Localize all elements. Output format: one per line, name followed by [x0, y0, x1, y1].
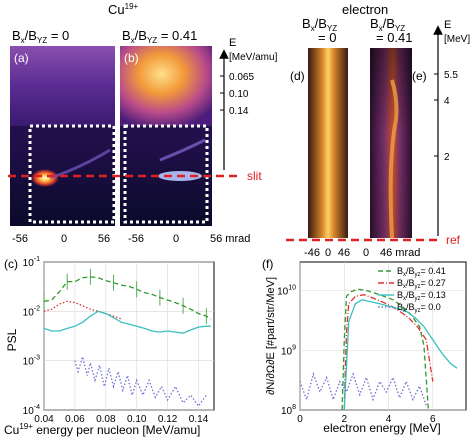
el-energy-tick-label: 2	[444, 152, 450, 163]
el-energy-tick-label: 5.5	[444, 70, 458, 81]
panel-a-ion-spot	[31, 169, 59, 187]
panel-b-trace	[159, 138, 206, 162]
panel-a-trace	[49, 148, 111, 180]
ratio-label-b: Bx/BYZ = 0.41	[122, 28, 197, 45]
cu-energy-tick-label: 0.14	[229, 106, 249, 117]
mrad-tick-b: 56 mrad	[210, 233, 250, 245]
series-line	[341, 288, 430, 411]
chart-f-xlabel: electron energy [MeV]	[323, 421, 440, 435]
mrad-tick-b: -56	[128, 233, 144, 245]
x-tick-label: 0.10	[127, 414, 147, 425]
legend-entry: Bx/Byz= 0.41	[397, 266, 446, 278]
chart-f-ylabel: ∂N/∂Ω∂E [#part/str/MeV]	[265, 277, 277, 395]
chart-f: (f) 0 2 4 6 1010 109 108 ∂N/∂Ω∂E [#part/str/Me…	[262, 257, 467, 435]
panel-label-c: (c)	[4, 257, 18, 271]
ratio-label-e-value: = 0.41	[376, 30, 413, 45]
ratio-label-d: Bx/BYZ	[302, 16, 337, 33]
y-tick-label: 1010	[277, 285, 296, 298]
series-line	[343, 294, 434, 411]
y-tick-label: 109	[281, 344, 296, 357]
series-line	[343, 299, 458, 411]
x-tick-label: 0.08	[96, 414, 116, 425]
chart-c-ylabel: PSL	[5, 328, 19, 351]
el-mrad-tick: 46	[338, 247, 350, 259]
y-tick-label: 10-1	[23, 256, 40, 269]
mrad-tick-b: 0	[173, 233, 179, 245]
ratio-label-a: Bx/BYZ = 0	[12, 28, 69, 45]
series-line	[74, 354, 207, 408]
mrad-tick-a: 0	[61, 233, 67, 245]
chart-c-plot-area	[43, 261, 215, 411]
x-tick-label: 0.14	[189, 414, 209, 425]
x-tick-label: 0.12	[158, 414, 178, 425]
el-mrad-tick: 46 mrad	[380, 247, 420, 259]
ratio-label-d-value: = 0	[318, 30, 336, 45]
panel-label-d: (d)	[290, 69, 305, 83]
el-energy-axis-unit: [MeV]	[444, 34, 470, 45]
x-tick-label: 0.04	[34, 414, 54, 425]
panel-e-streak	[388, 79, 399, 239]
panel-b-top-image	[120, 46, 212, 126]
y-tick-label: 10-3	[23, 355, 40, 368]
x-tick-label: 0	[297, 414, 303, 425]
y-tick-label: 108	[281, 404, 296, 417]
x-tick-label: 0.06	[65, 414, 85, 425]
series-line	[43, 300, 122, 320]
panel-label-e: (e)	[412, 69, 427, 83]
legend-entry: Bx/Byz= 0.27	[397, 278, 446, 290]
series-line	[299, 371, 427, 406]
panel-label-a: (a)	[14, 51, 29, 65]
panel-label-b: (b)	[124, 51, 139, 65]
legend-entry: Bx/Byz= 0.0	[397, 302, 441, 314]
cu-energy-axis-unit: [MeV/amu]	[229, 52, 278, 63]
el-mrad-tick: 0	[325, 247, 331, 259]
el-energy-axis-title: E	[444, 19, 451, 31]
y-tick-label: 10-4	[23, 404, 40, 417]
mrad-tick-a: -56	[12, 233, 28, 245]
mrad-tick-a: 56	[98, 233, 110, 245]
electron-images-group: electron Bx/BYZ = 0 Bx/BYZ = 0.41 (d) (e…	[286, 2, 470, 259]
cu-images-group: Cu19+ Bx/BYZ = 0 Bx/BYZ = 0.41 (a) (b) s…	[8, 2, 278, 245]
chart-c-xlabel: Cu19+ energy per nucleon [MeV/amu]	[4, 422, 200, 437]
panel-d-image	[308, 48, 348, 238]
y-tick-label: 10-2	[23, 305, 40, 318]
ref-label: ref	[446, 233, 461, 247]
panel-label-f: (f)	[262, 257, 273, 271]
cu-energy-tick-label: 0.10	[229, 89, 249, 100]
cu-energy-axis-title: E	[229, 37, 236, 49]
panel-b-roi-box	[123, 124, 209, 224]
el-energy-tick-label: 4	[444, 96, 450, 107]
slit-label: slit	[247, 169, 262, 183]
panel-a-top-image	[10, 46, 115, 126]
panel-a-roi-box	[28, 124, 116, 224]
el-mrad-tick: 0	[363, 247, 369, 259]
electron-title: electron	[342, 2, 388, 17]
x-tick-label: 4	[386, 414, 392, 425]
series-line	[43, 276, 212, 320]
legend-entry: Bx/Byz= 0.13	[397, 290, 446, 302]
x-tick-label: 6	[430, 414, 436, 425]
chart-c: (c) 0.04 0.06 0.08 0.10 0.12 0.14 10-1 10-2 10-3…	[4, 256, 215, 437]
series-line	[43, 310, 211, 334]
el-mrad-tick: -46	[304, 247, 320, 259]
x-tick-label: 2	[341, 414, 347, 425]
cu-energy-tick-label: 0.065	[229, 72, 254, 83]
ratio-label-e: Bx/BYZ	[370, 16, 405, 33]
cu-title: Cu19+	[108, 2, 139, 17]
